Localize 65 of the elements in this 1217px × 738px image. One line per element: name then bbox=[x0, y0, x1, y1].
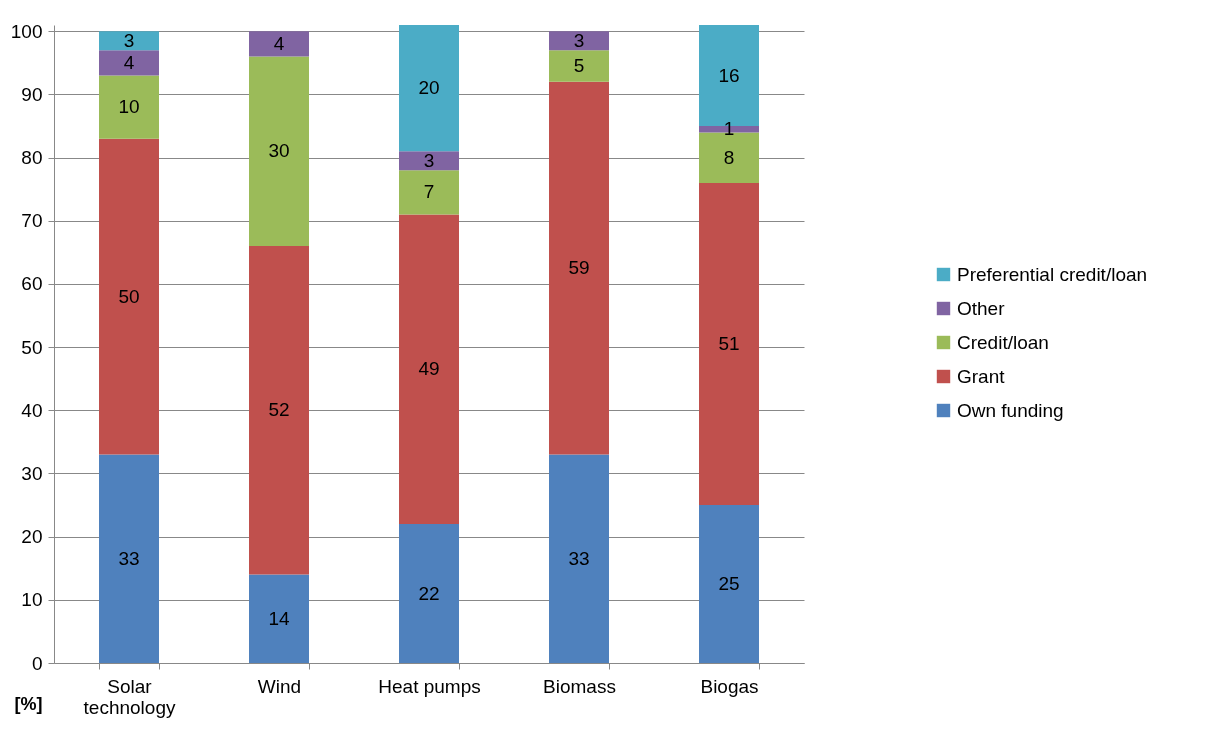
bar bbox=[399, 151, 459, 171]
data-label: 33 bbox=[568, 547, 590, 569]
bar bbox=[249, 31, 309, 57]
data-label: 3 bbox=[123, 29, 135, 51]
bar bbox=[549, 50, 609, 82]
y-tick-label: 70 bbox=[21, 210, 43, 232]
data-label: 1 bbox=[723, 118, 735, 140]
bar bbox=[699, 505, 759, 663]
bar bbox=[99, 31, 159, 51]
y-tick-label: 60 bbox=[21, 273, 43, 295]
data-label: 4 bbox=[273, 32, 285, 54]
legend-label: Other bbox=[957, 297, 1006, 319]
x-tick-label: Wind bbox=[257, 675, 302, 697]
x-tick-label: Biogas bbox=[700, 675, 759, 697]
y-tick-label: 50 bbox=[21, 336, 43, 358]
data-label: 51 bbox=[718, 333, 740, 354]
data-label: 5 bbox=[573, 55, 585, 77]
data-label: 14 bbox=[268, 607, 290, 629]
data-label: 4 bbox=[123, 51, 135, 73]
data-label: 7 bbox=[423, 181, 435, 203]
data-label: 3 bbox=[423, 149, 435, 171]
data-label: 10 bbox=[118, 96, 140, 118]
legend-label: Preferential credit/loan bbox=[957, 263, 1148, 285]
bar bbox=[399, 214, 459, 525]
bar bbox=[399, 170, 459, 215]
bar bbox=[549, 454, 609, 663]
legend-label: Grant bbox=[957, 365, 1006, 387]
data-label: 20 bbox=[418, 77, 440, 99]
x-tick-label: Heat pumps bbox=[378, 675, 481, 697]
bar bbox=[249, 246, 309, 575]
legend-label: Credit/loan bbox=[957, 331, 1049, 353]
data-label: 3 bbox=[573, 29, 585, 51]
data-label: 33 bbox=[118, 547, 140, 569]
bar bbox=[399, 25, 459, 152]
y-tick-label: 90 bbox=[21, 83, 43, 105]
data-label: 49 bbox=[418, 358, 440, 380]
y-tick-label: 20 bbox=[21, 526, 43, 548]
y-tick-label: 10 bbox=[21, 589, 43, 611]
bar bbox=[399, 524, 459, 663]
bar bbox=[249, 56, 309, 247]
bar bbox=[699, 182, 759, 506]
bar bbox=[249, 574, 309, 663]
bar bbox=[99, 138, 159, 455]
y-tick-label: 0 bbox=[31, 652, 43, 674]
data-label: 22 bbox=[418, 582, 440, 604]
data-label: 25 bbox=[718, 573, 740, 595]
bar bbox=[549, 81, 609, 455]
bar bbox=[549, 31, 609, 51]
x-tick-label: Solar technology bbox=[83, 675, 176, 718]
data-label: 52 bbox=[268, 399, 290, 421]
y-axis-title: [%] bbox=[14, 693, 43, 714]
data-label: 50 bbox=[118, 285, 140, 307]
y-tick-label: 80 bbox=[21, 147, 43, 169]
y-tick-label: 100 bbox=[10, 20, 43, 42]
data-label: 8 bbox=[723, 146, 735, 168]
data-label: 59 bbox=[568, 257, 590, 279]
y-tick-label: 40 bbox=[21, 399, 43, 421]
data-label: 16 bbox=[718, 64, 740, 86]
bar bbox=[99, 75, 159, 139]
x-tick-label: Biomass bbox=[543, 675, 616, 697]
bar bbox=[99, 454, 159, 663]
data-label: 30 bbox=[268, 140, 290, 162]
bar bbox=[99, 50, 159, 76]
y-tick-label: 30 bbox=[21, 463, 43, 484]
legend-label: Own funding bbox=[957, 399, 1064, 421]
